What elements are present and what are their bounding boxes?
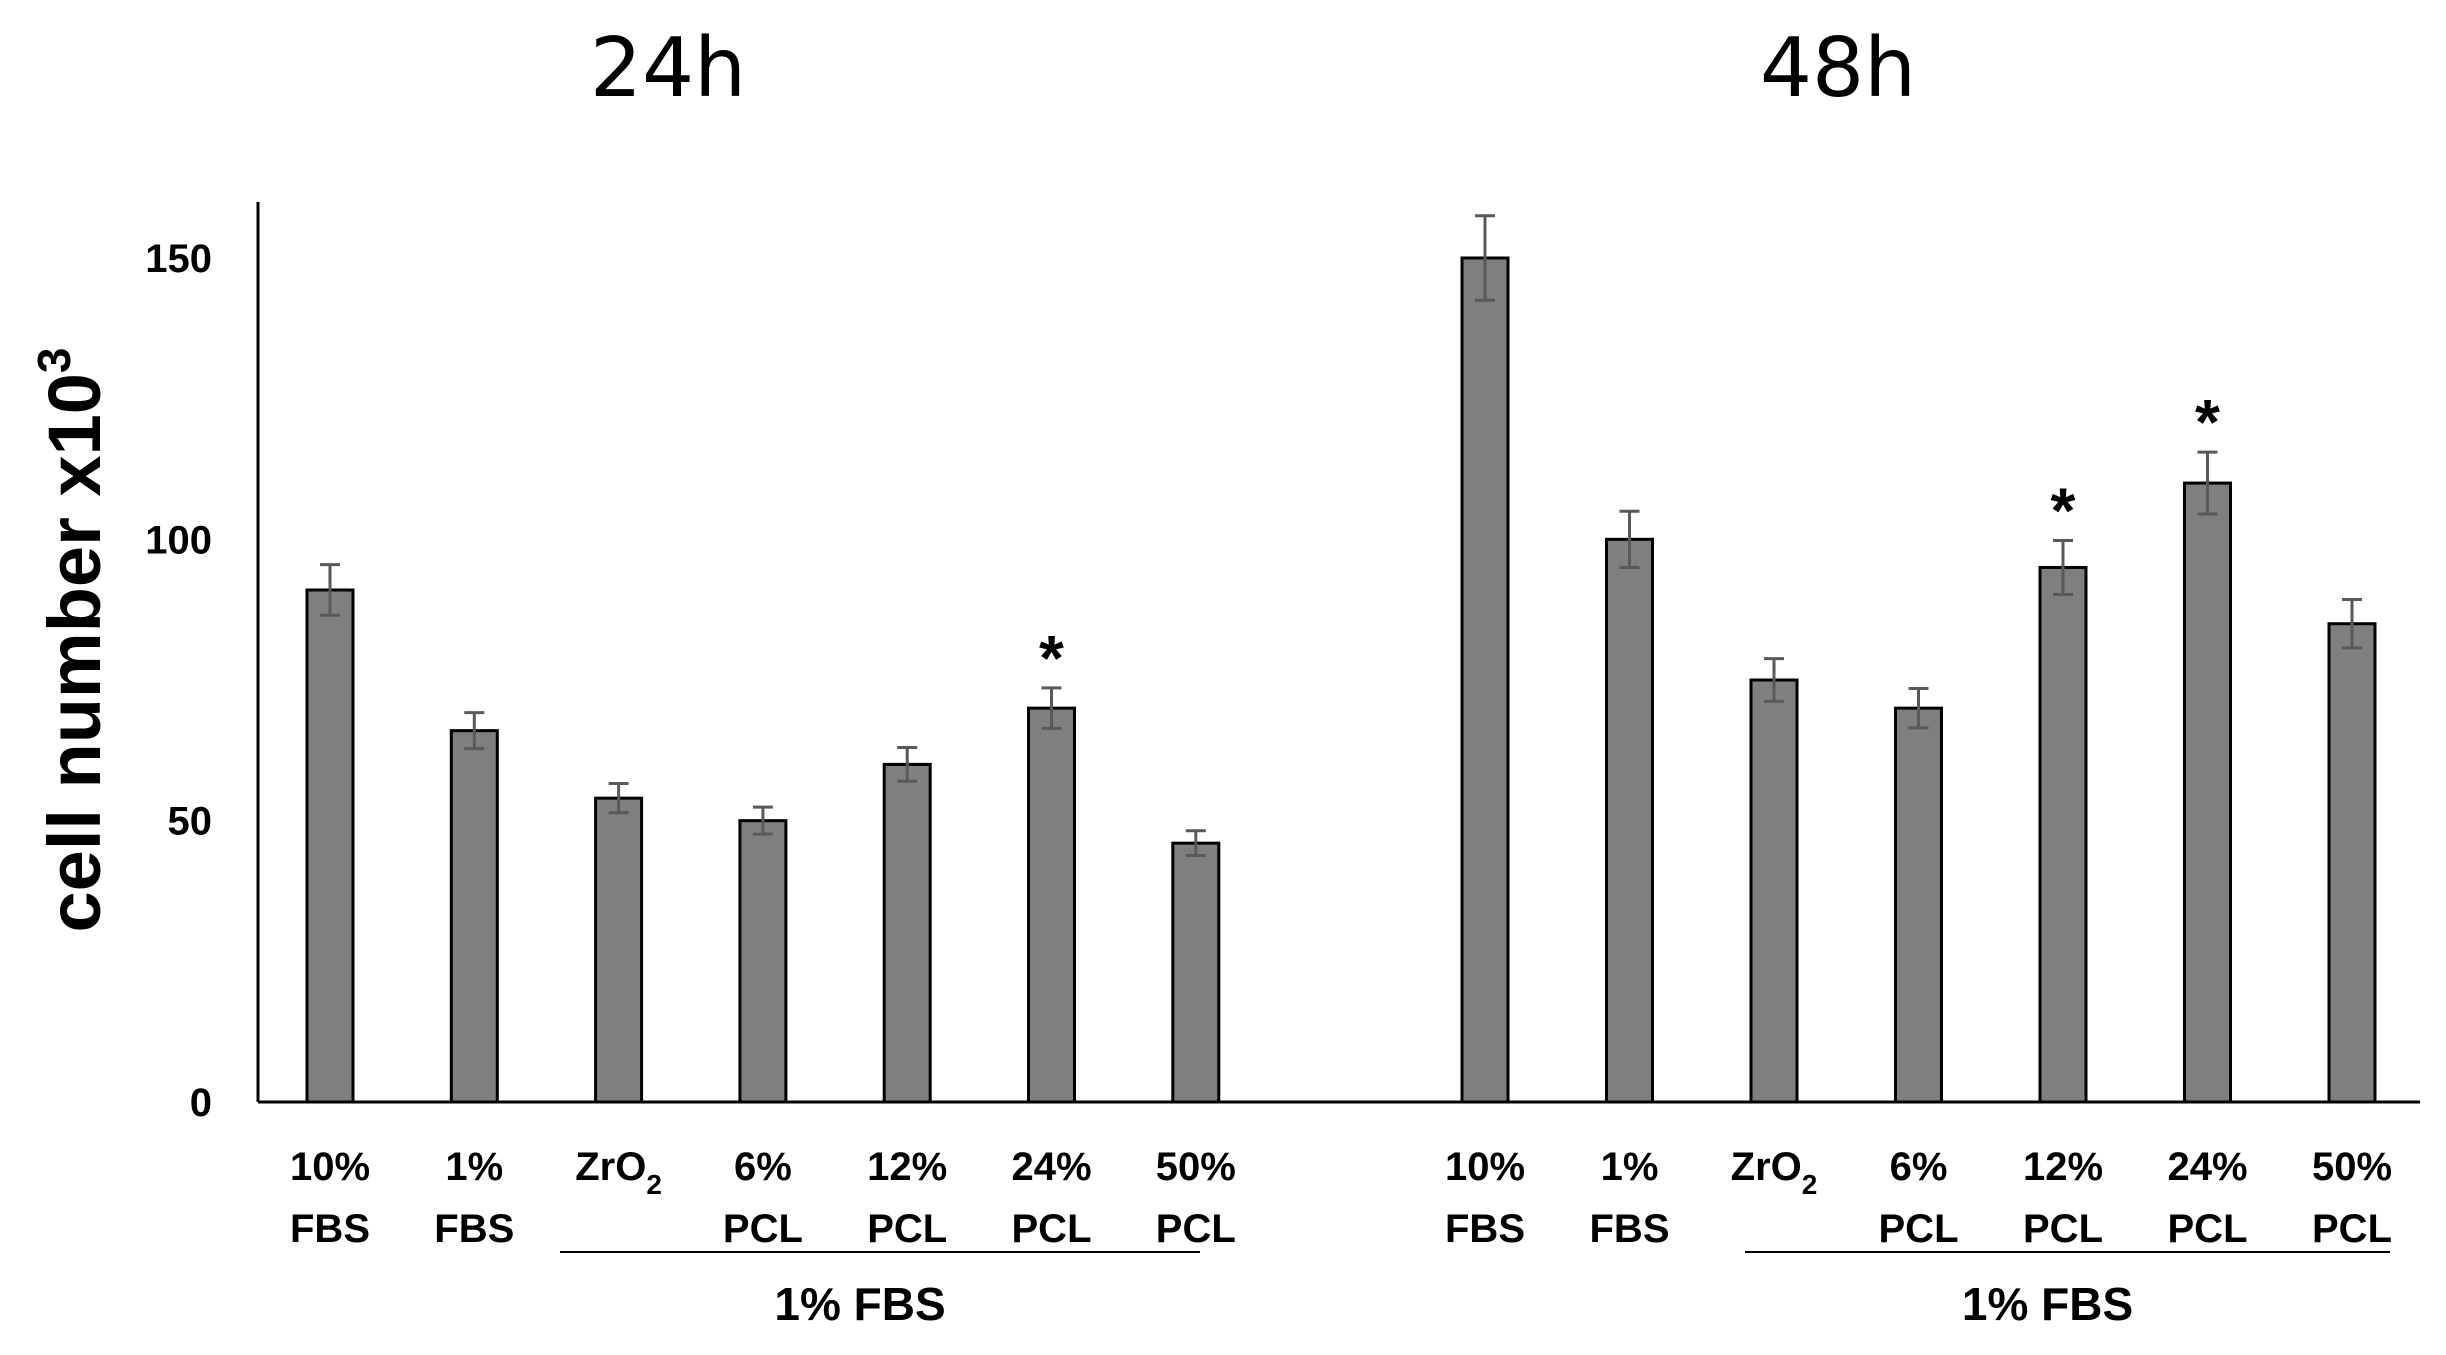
error-bar (1475, 214, 1495, 302)
error-bar (464, 711, 485, 751)
x-tick-label-line1: 1% (445, 1145, 503, 1189)
x-tick-label-line2: FBS (1590, 1207, 1670, 1251)
x-tick-label-line2: PCL (1156, 1207, 1236, 1251)
error-bar (2342, 598, 2362, 650)
group-bracket-label: 1% FBS (774, 1278, 945, 1330)
error-bar (1764, 657, 1784, 703)
x-tick-label-line1: 50% (2312, 1145, 2392, 1189)
x-tick-label-line1: 6% (734, 1145, 792, 1189)
group-bracket-label: 1% FBS (1962, 1278, 2133, 1330)
x-tick-label-line2: PCL (867, 1207, 947, 1251)
bar (738, 819, 788, 1104)
error-bar (2053, 538, 2073, 596)
significance-marker: * (1039, 622, 1064, 694)
significance-marker: * (2051, 474, 2076, 546)
group-titles: 24h 48h (590, 21, 1916, 116)
y-axis-label: cell number x103 (28, 348, 116, 933)
x-tick-label-line1: 6% (1890, 1145, 1948, 1189)
bar (1027, 706, 1076, 1104)
y-axis-ticks: 0 50 100 150 (145, 237, 212, 1125)
error-bar (897, 746, 918, 783)
x-tick-label-line1: 12% (2023, 1145, 2103, 1189)
error-bars (320, 214, 2362, 858)
x-tick-label-line2: PCL (1879, 1207, 1959, 1251)
x-tick-label-line2: PCL (2312, 1207, 2392, 1251)
x-tick-label-line1: 10% (1445, 1145, 1525, 1189)
y-tick-label: 150 (145, 237, 212, 281)
x-tick-label-line2: PCL (723, 1207, 803, 1251)
y-tick-label: 0 (190, 1081, 212, 1125)
bar (1605, 537, 1654, 1104)
error-bar (752, 805, 773, 836)
bar (882, 762, 932, 1104)
error-bar (1041, 686, 1062, 730)
y-axis-label-group: cell number x103 (28, 348, 116, 933)
x-tick-label-line1: ZrO2 (1731, 1145, 1818, 1200)
error-bar (608, 782, 629, 815)
x-tick-label-line2: FBS (290, 1207, 370, 1251)
error-bar (1185, 829, 1206, 858)
x-tick-label-line1: 24% (2167, 1145, 2247, 1189)
x-tick-label-line2: FBS (434, 1207, 514, 1251)
bar (1171, 841, 1221, 1104)
significance-marker: * (2195, 386, 2220, 458)
bar (2327, 622, 2377, 1104)
x-tick-label-subscript: 2 (646, 1169, 662, 1200)
bar (594, 796, 644, 1104)
error-bar (2197, 450, 2218, 516)
x-axis-labels: 10% FBS 1% FBS ZrO2 6% PCL 12% PCL 24% PCL 50% PCL 10… (290, 1145, 2392, 1251)
error-bar (1619, 509, 1640, 569)
x-tick-label-line2: PCL (1012, 1207, 1092, 1251)
bar (449, 729, 499, 1104)
x-tick-label-line2: PCL (2168, 1207, 2248, 1251)
x-tick-label-line1: 1% (1601, 1145, 1659, 1189)
group-title: 48h (1760, 21, 1916, 116)
bar (1894, 706, 1943, 1104)
significance-markers: * * * (1039, 386, 2220, 694)
y-tick-label: 50 (168, 800, 213, 844)
x-tick-label-line1: 50% (1156, 1145, 1236, 1189)
bar (2183, 481, 2232, 1104)
x-tick-label-line1: 24% (1011, 1145, 1091, 1189)
x-tick-label-line1: ZrO2 (575, 1145, 662, 1200)
x-tick-label-line2: FBS (1445, 1207, 1525, 1251)
error-bar (320, 563, 340, 617)
group-brackets: 1% FBS 1% FBS (560, 1251, 2390, 1330)
bars (305, 256, 2377, 1104)
bar (1460, 256, 1510, 1104)
x-tick-label-line2: PCL (2023, 1207, 2103, 1251)
x-tick-label-subscript: 2 (1802, 1169, 1818, 1200)
group-title: 24h (590, 21, 746, 116)
bar (1749, 678, 1799, 1104)
error-bar (1908, 686, 1929, 730)
bar (2038, 565, 2088, 1104)
x-tick-label-line1: 12% (867, 1145, 947, 1189)
bar (305, 588, 355, 1104)
y-tick-label: 100 (145, 518, 212, 562)
axes (256, 202, 2420, 1104)
x-tick-label-line1: 10% (290, 1145, 370, 1189)
